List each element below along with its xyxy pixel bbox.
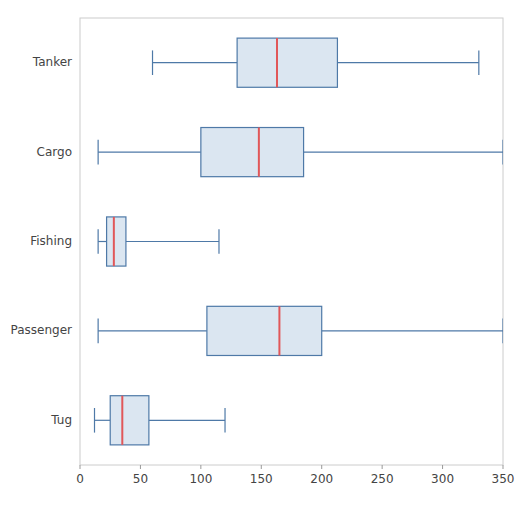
- cap: [224, 408, 225, 433]
- chart: 0 50 100 150 200 250 300 350 Tanker Cargo Fishing P…: [0, 0, 525, 505]
- whisker: [149, 420, 225, 421]
- category-label: Tug: [50, 413, 72, 427]
- plot-frame: [80, 18, 503, 465]
- tick-mark: [261, 465, 262, 469]
- cap: [98, 229, 99, 254]
- tick-mark: [503, 465, 504, 469]
- box-plot: [98, 217, 219, 266]
- tick-label: 300: [431, 472, 454, 486]
- tick-label: 0: [76, 472, 84, 486]
- tick-label: 150: [250, 472, 273, 486]
- boxes: [95, 38, 503, 445]
- category-label: Cargo: [37, 145, 72, 159]
- category-label: Fishing: [30, 234, 72, 248]
- box: [237, 38, 337, 87]
- box: [201, 128, 304, 177]
- whisker: [95, 420, 111, 421]
- cap: [98, 140, 99, 165]
- cap: [152, 50, 153, 75]
- whisker: [153, 62, 238, 63]
- whisker: [337, 62, 478, 63]
- median: [276, 38, 278, 87]
- cap: [502, 319, 503, 344]
- tick-mark: [321, 465, 322, 469]
- category-label: Passenger: [11, 323, 73, 337]
- whisker: [98, 330, 207, 331]
- tick-label: 350: [492, 472, 515, 486]
- cap: [478, 50, 479, 75]
- whisker: [126, 241, 219, 242]
- box: [107, 217, 126, 266]
- whisker: [304, 152, 503, 153]
- box-plot: [153, 38, 479, 87]
- median: [113, 217, 115, 266]
- tick-mark: [382, 465, 383, 469]
- box-plot: [98, 128, 503, 177]
- box-plot: [98, 306, 503, 355]
- cap: [218, 229, 219, 254]
- tick-label: 250: [371, 472, 394, 486]
- tick-label: 200: [310, 472, 333, 486]
- chart-container: 0 50 100 150 200 250 300 350 Tanker Cargo Fishing P…: [0, 0, 525, 505]
- x-axis: 0 50 100 150 200 250 300 350: [76, 465, 514, 486]
- cap: [502, 140, 503, 165]
- category-label: Tanker: [32, 55, 72, 69]
- median: [278, 306, 280, 355]
- whisker: [322, 330, 503, 331]
- tick-mark: [80, 465, 81, 469]
- tick-mark: [140, 465, 141, 469]
- box: [110, 396, 149, 445]
- y-axis: Tanker Cargo Fishing Passenger Tug: [11, 55, 73, 427]
- tick-mark: [442, 465, 443, 469]
- cap: [94, 408, 95, 433]
- box: [207, 306, 322, 355]
- box-plot: [95, 396, 226, 445]
- whisker: [98, 241, 106, 242]
- tick-label: 50: [133, 472, 148, 486]
- median: [121, 396, 123, 445]
- whisker: [98, 152, 201, 153]
- median: [258, 128, 260, 177]
- tick-mark: [200, 465, 201, 469]
- tick-label: 100: [189, 472, 212, 486]
- cap: [98, 319, 99, 344]
